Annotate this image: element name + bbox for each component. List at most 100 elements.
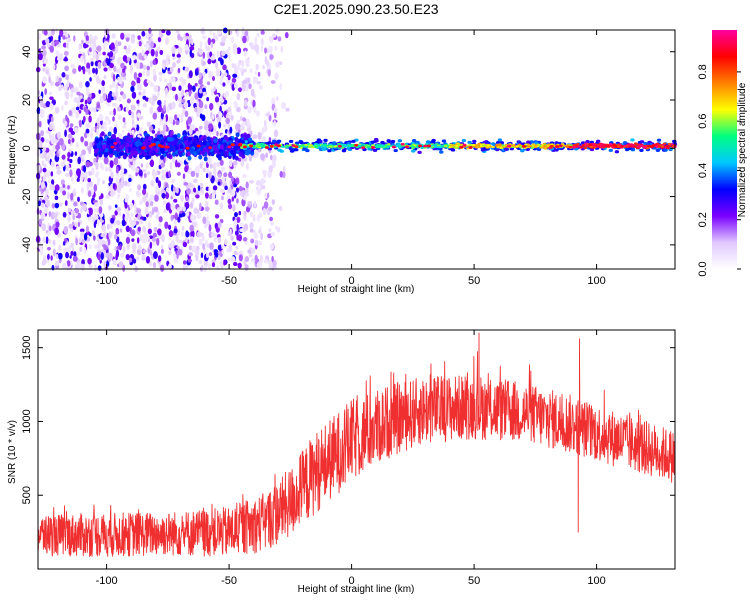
- carrier-band-cell: [138, 145, 143, 151]
- carrier-peak-cell: [294, 145, 299, 149]
- spectral-noise-cell: [209, 194, 212, 200]
- spectral-noise-cell: [131, 164, 136, 172]
- spectral-noise-cell: [264, 47, 267, 54]
- x-tick-label: -50: [221, 275, 237, 287]
- spectral-noise-cell: [172, 53, 176, 57]
- spectral-noise-cell: [242, 117, 247, 122]
- carrier-band-cell: [173, 134, 178, 140]
- spectral-noise-cell: [235, 123, 240, 131]
- carrier-peak-cell: [264, 146, 269, 149]
- spectral-noise-cell: [73, 35, 76, 42]
- carrier-peak-cell: [613, 145, 618, 148]
- spectral-noise-cell: [122, 117, 126, 123]
- spectral-noise-cell: [161, 192, 166, 199]
- spectral-noise-cell: [212, 161, 217, 170]
- spectral-noise-cell: [56, 169, 62, 175]
- spectral-noise-cell: [158, 222, 162, 228]
- spectral-noise-cell: [113, 157, 119, 166]
- carrier-core-cell: [579, 146, 584, 149]
- spectral-noise-cell: [180, 89, 185, 97]
- carrier-cell: [472, 139, 477, 143]
- spectral-noise-cell: [51, 264, 55, 271]
- spectral-noise-cell: [51, 40, 55, 48]
- carrier-core-cell: [667, 143, 672, 146]
- spectral-noise-cell: [43, 58, 49, 65]
- spectral-noise-cell: [38, 219, 43, 225]
- y-tick-label: -40: [21, 237, 33, 253]
- spectral-noise-cell: [249, 228, 254, 233]
- spectral-noise-cell: [127, 181, 131, 188]
- spectral-noise-cell: [221, 195, 224, 201]
- spectral-noise-cell: [49, 183, 54, 191]
- carrier-band-cell: [127, 146, 132, 152]
- spectral-noise-cell: [195, 172, 199, 178]
- spectral-noise-cell: [159, 49, 164, 55]
- spectral-noise-cell: [157, 180, 162, 188]
- spectral-noise-cell: [233, 211, 238, 218]
- spectral-noise-cell: [60, 179, 65, 186]
- carrier-band-cell: [246, 133, 251, 139]
- spectral-noise-cell: [122, 76, 127, 81]
- carrier-core-cell: [534, 144, 538, 147]
- spectral-noise-cell: [244, 187, 249, 194]
- spectral-noise-cell: [181, 225, 185, 232]
- spectral-noise-cell: [77, 196, 80, 202]
- spectral-noise-cell: [135, 167, 140, 173]
- spectral-noise-cell: [52, 64, 56, 70]
- spectral-noise-cell: [174, 191, 180, 197]
- spectral-noise-cell: [243, 50, 247, 57]
- spectral-noise-cell: [205, 219, 209, 227]
- spectral-noise-cell: [44, 88, 48, 96]
- spectral-noise-cell: [88, 146, 91, 155]
- spectral-noise-cell: [162, 62, 166, 70]
- carrier-core-cell: [257, 144, 262, 147]
- spectral-noise-cell: [42, 258, 47, 265]
- carrier-cell: [526, 140, 531, 144]
- spectrogram-y-ticks: -40 -20 0 20 40: [21, 46, 675, 253]
- spectral-noise-cell: [122, 124, 127, 129]
- carrier-cell: [411, 149, 416, 153]
- spectral-noise-cell: [207, 37, 211, 46]
- spectral-noise-cell: [275, 61, 280, 68]
- spectral-noise-cell: [59, 29, 64, 38]
- spectral-noise-cell: [92, 229, 95, 238]
- spectral-noise-cell: [163, 115, 166, 123]
- spectral-noise-cell: [226, 195, 231, 200]
- spectral-noise-cell: [244, 264, 249, 271]
- spectral-noise-cell: [175, 187, 179, 194]
- spectral-noise-cell: [204, 260, 208, 267]
- spectral-noise-cell: [227, 198, 232, 205]
- spectral-noise-cell: [174, 114, 178, 121]
- spectral-noise-cell: [160, 264, 165, 272]
- spectral-noise-cell: [233, 223, 238, 231]
- spectral-noise-cell: [109, 84, 113, 89]
- spectral-noise-cell: [182, 264, 186, 271]
- spectral-noise-cell: [151, 207, 155, 215]
- spectral-noise-cell: [65, 91, 70, 100]
- spectral-noise-cell: [178, 85, 182, 91]
- carrier-cell: [370, 140, 375, 144]
- carrier-core-cell: [261, 145, 266, 148]
- spectral-noise-cell: [260, 30, 265, 35]
- spectral-noise-cell: [208, 70, 213, 79]
- spectral-noise-cell: [158, 29, 162, 37]
- spectral-noise-cell: [170, 202, 175, 211]
- carrier-band-cell: [145, 155, 150, 160]
- spectral-noise-cell: [193, 187, 197, 193]
- spectral-noise-cell: [75, 168, 81, 177]
- spectral-noise-cell: [66, 79, 70, 88]
- spectral-noise-cell: [112, 79, 116, 88]
- spectral-noise-cell: [208, 102, 214, 111]
- carrier-peak-cell: [113, 142, 118, 145]
- spectral-noise-cell: [151, 168, 156, 177]
- spectral-noise-cell: [142, 70, 146, 76]
- carrier-peak-cell: [427, 144, 432, 148]
- spectral-noise-cell: [249, 179, 254, 184]
- spectral-noise-cell: [236, 93, 241, 101]
- carrier-core-cell: [524, 143, 528, 146]
- spectral-noise-cell: [96, 218, 100, 226]
- carrier-cell: [614, 150, 620, 154]
- carrier-peak-cell: [110, 145, 115, 149]
- spectral-noise-cell: [102, 180, 105, 185]
